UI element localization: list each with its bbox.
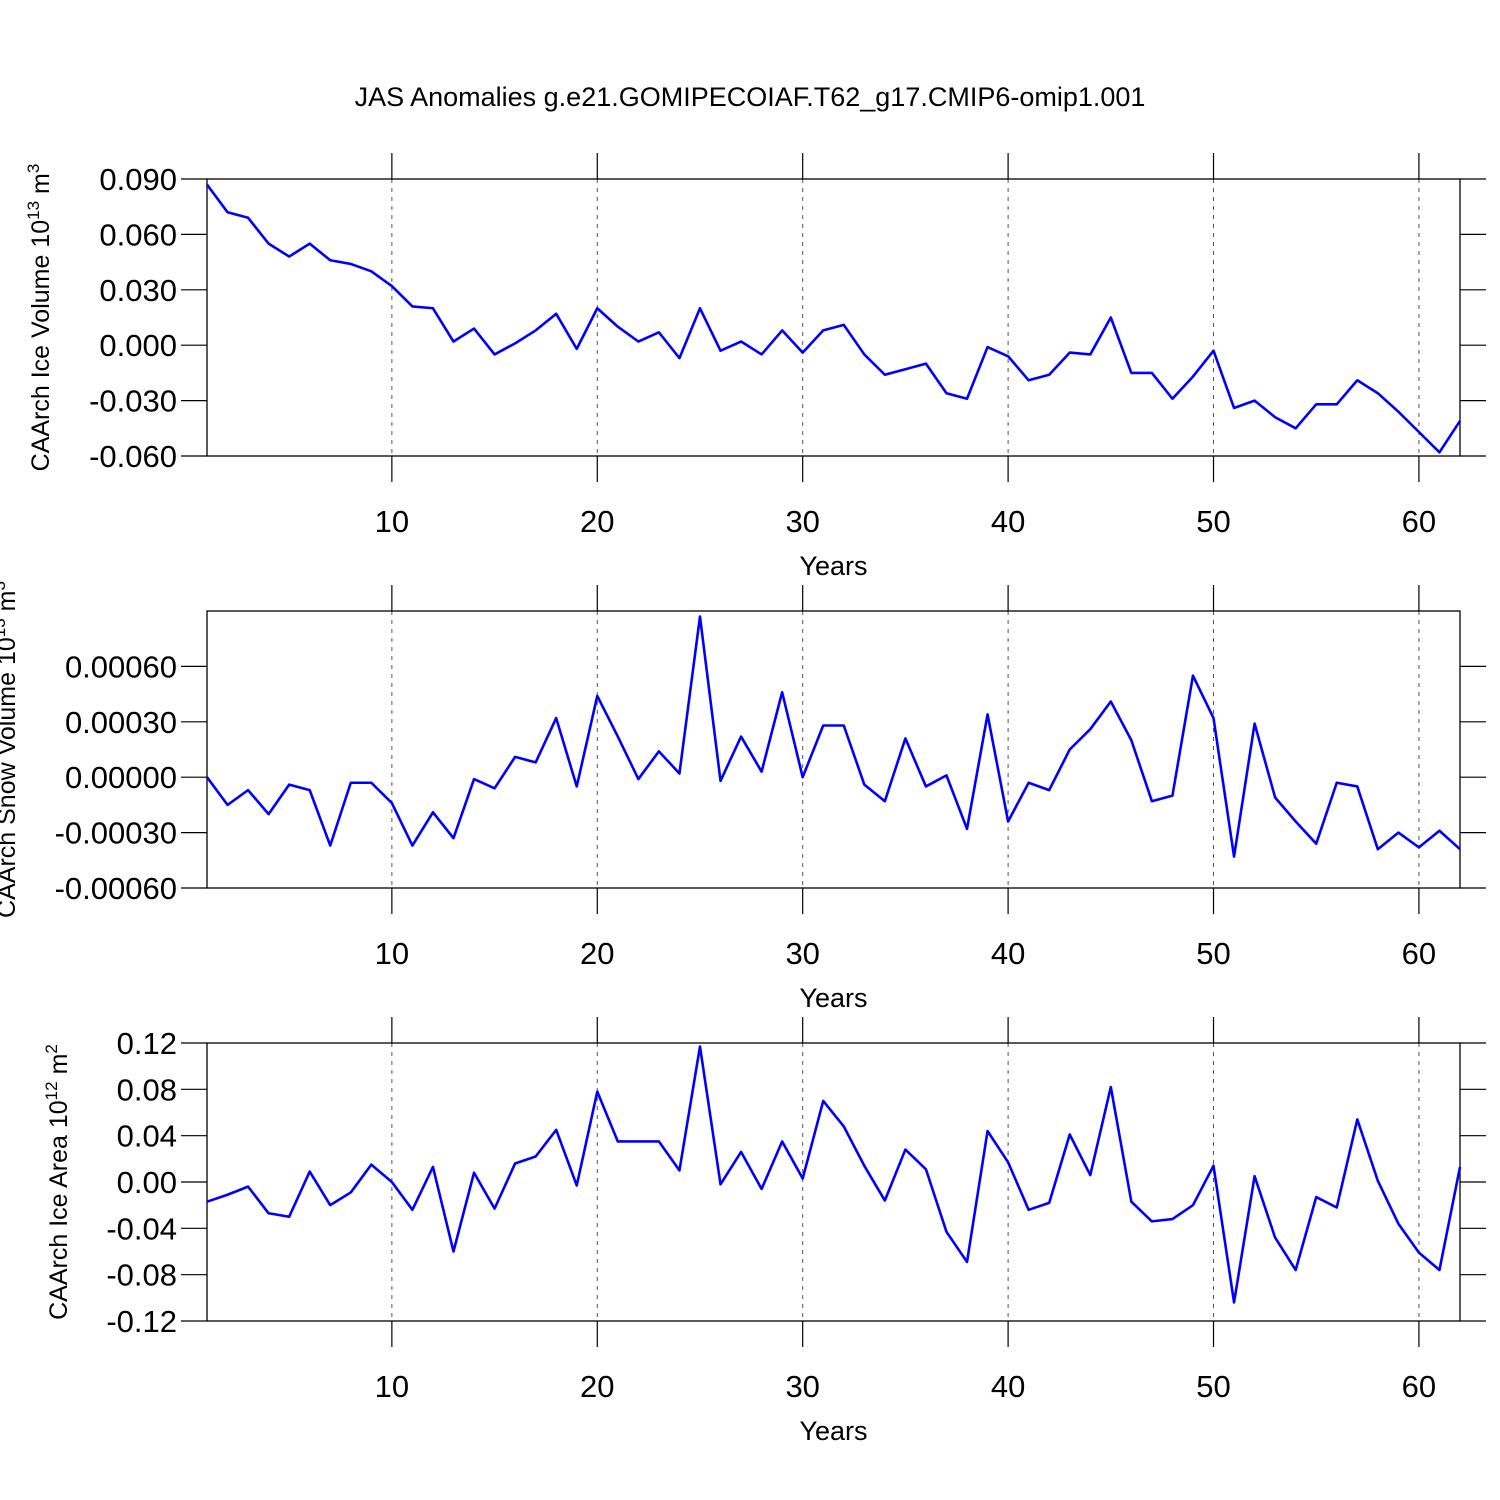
y-axis-label: CAArch Ice Volume 1013 m3 bbox=[24, 164, 55, 472]
y-label-superscript: 3 bbox=[24, 164, 43, 173]
y-tick-label: -0.00060 bbox=[55, 871, 177, 906]
x-tick-label: 40 bbox=[991, 504, 1025, 539]
y-tick-label: 0.030 bbox=[99, 273, 177, 308]
y-axis-label: CAArch Ice Area 1012 m2 bbox=[42, 1044, 73, 1320]
y-label-text: CAArch Snow Volume 10 bbox=[0, 637, 21, 918]
y-tick-label: -0.04 bbox=[106, 1211, 177, 1246]
x-tick-label: 30 bbox=[785, 936, 819, 971]
x-axis-label: Years bbox=[799, 1416, 867, 1446]
x-tick-label: 60 bbox=[1402, 1369, 1436, 1404]
y-label-superscript: 3 bbox=[0, 581, 9, 590]
x-tick-label: 50 bbox=[1196, 504, 1230, 539]
x-tick-label: 10 bbox=[375, 504, 409, 539]
y-tick-label: -0.060 bbox=[89, 439, 177, 474]
y-tick-label: 0.00000 bbox=[65, 760, 177, 795]
y-tick-label: 0.00060 bbox=[65, 649, 177, 684]
y-label-text: m bbox=[45, 1054, 73, 1075]
x-tick-label: 50 bbox=[1196, 936, 1230, 971]
x-tick-label: 10 bbox=[375, 1369, 409, 1404]
plot-frame bbox=[206, 178, 1461, 457]
plot-frame bbox=[206, 610, 1461, 889]
x-tick-label: 40 bbox=[991, 936, 1025, 971]
data-line bbox=[205, 183, 1462, 454]
data-line bbox=[205, 615, 1461, 858]
y-tick-label: 0.00030 bbox=[65, 705, 177, 740]
y-label-text: CAArch Ice Area 10 bbox=[45, 1100, 73, 1320]
y-tick-label: -0.12 bbox=[106, 1304, 177, 1339]
y-label-superscript: 2 bbox=[42, 1044, 61, 1053]
x-tick-label: 20 bbox=[580, 1369, 614, 1404]
y-label-superscript: 13 bbox=[24, 201, 43, 220]
x-axis-label: Years bbox=[799, 983, 867, 1013]
x-axis-label: Years bbox=[799, 551, 867, 581]
y-tick-label: 0.090 bbox=[99, 162, 177, 197]
x-tick-label: 60 bbox=[1402, 936, 1436, 971]
y-tick-label: 0.060 bbox=[99, 217, 177, 252]
y-tick-label: 0.04 bbox=[117, 1119, 177, 1154]
y-tick-label: -0.00030 bbox=[55, 816, 177, 851]
y-label-superscript: 13 bbox=[0, 618, 9, 637]
x-tick-label: 50 bbox=[1196, 1369, 1230, 1404]
y-label-text: m bbox=[27, 173, 55, 194]
y-label-superscript: 12 bbox=[42, 1081, 61, 1100]
x-tick-label: 20 bbox=[580, 504, 614, 539]
y-tick-label: 0.12 bbox=[117, 1026, 177, 1061]
y-tick-label: 0.000 bbox=[99, 328, 177, 363]
x-tick-label: 40 bbox=[991, 1369, 1025, 1404]
y-tick-label: 0.00 bbox=[117, 1165, 177, 1200]
x-tick-label: 10 bbox=[375, 936, 409, 971]
y-tick-label: -0.030 bbox=[89, 384, 177, 419]
y-tick-label: 0.08 bbox=[117, 1072, 177, 1107]
data-line bbox=[206, 1045, 1462, 1304]
x-tick-label: 20 bbox=[580, 936, 614, 971]
y-axis-label: CAArch Snow Volume 1013 m3 bbox=[0, 581, 21, 918]
y-label-text: m bbox=[0, 591, 21, 612]
y-label-text: CAArch Ice Volume 10 bbox=[27, 220, 55, 472]
x-tick-label: 30 bbox=[785, 1369, 819, 1404]
y-tick-label: -0.08 bbox=[106, 1258, 177, 1293]
plot-frame bbox=[206, 1042, 1461, 1322]
x-tick-label: 30 bbox=[785, 504, 819, 539]
x-tick-label: 60 bbox=[1402, 504, 1436, 539]
chart-title: JAS Anomalies g.e21.GOMIPECOIAF.T62_g17.… bbox=[355, 82, 1146, 112]
